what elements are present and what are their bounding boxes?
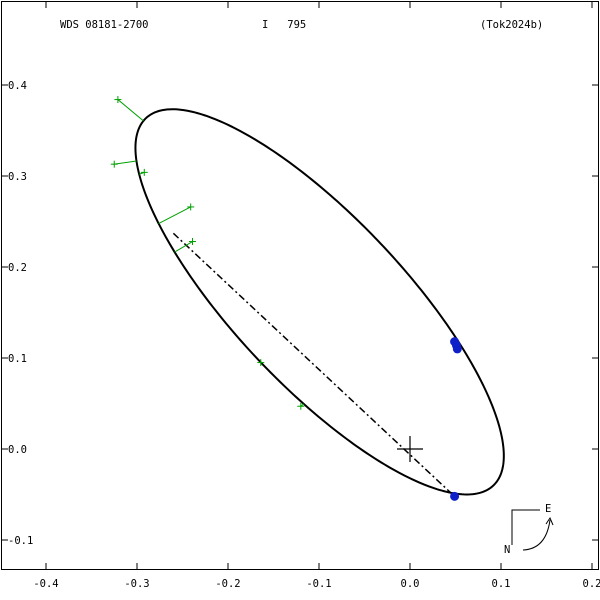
x-tick-label: -0.1 [306,578,331,590]
micrometric-point [257,359,265,367]
compass: E N [504,503,554,556]
y-tick-label: 0.4 [8,80,27,92]
x-tick-label: 0.2 [583,578,600,590]
orbit-ellipse [134,108,505,496]
micrometric-point [297,402,305,410]
micrometric-point [187,203,195,211]
orbit-reference: (Tok2024b) [480,19,543,31]
x-tick-label: 0.1 [492,578,511,590]
interferometric-point [450,491,460,501]
x-tick-label: -0.4 [33,578,58,590]
axis-ticks [2,2,598,569]
y-tick-label: 0.3 [8,171,27,183]
discoverer-designation: I 795 [262,19,306,31]
wds-designation: WDS 08181-2700 [60,19,149,31]
y-tick-label: 0.2 [8,262,27,274]
plot-frame [1,1,599,570]
micrometric-points [110,96,305,410]
line-of-nodes [172,232,457,498]
y-tick-label: 0.0 [8,444,27,456]
compass-arrow [522,519,551,551]
y-tick-label: 0.1 [8,353,27,365]
micrometric-point [110,160,118,168]
residual-line [174,241,193,253]
compass-north-label: N [504,544,510,556]
x-tick-label: -0.2 [215,578,240,590]
orbit-ellipse-group [134,108,505,496]
compass-arrow-head [545,516,554,526]
y-tick-label: -0.1 [8,535,33,547]
micrometric-point [189,238,197,246]
residual-line [114,160,137,165]
x-tick-label: 0.0 [401,578,420,590]
residual-line [117,99,144,122]
residual-line [158,206,191,224]
interferometric-points [450,337,462,501]
compass-east-label: E [545,503,551,515]
line-of-nodes-group [172,232,457,498]
micrometric-point [114,96,122,104]
residual-lines-group [114,99,305,407]
axis-tick-labels: -0.4 -0.3 -0.2 -0.1 0.0 0.1 0.2 -0.1 0.0 0.1 0.2 0.… [8,80,600,590]
primary-star-marker [397,436,423,462]
x-tick-label: -0.3 [124,578,149,590]
micrometric-point [140,168,148,176]
compass-axes [511,509,540,545]
interferometric-point [452,344,462,354]
